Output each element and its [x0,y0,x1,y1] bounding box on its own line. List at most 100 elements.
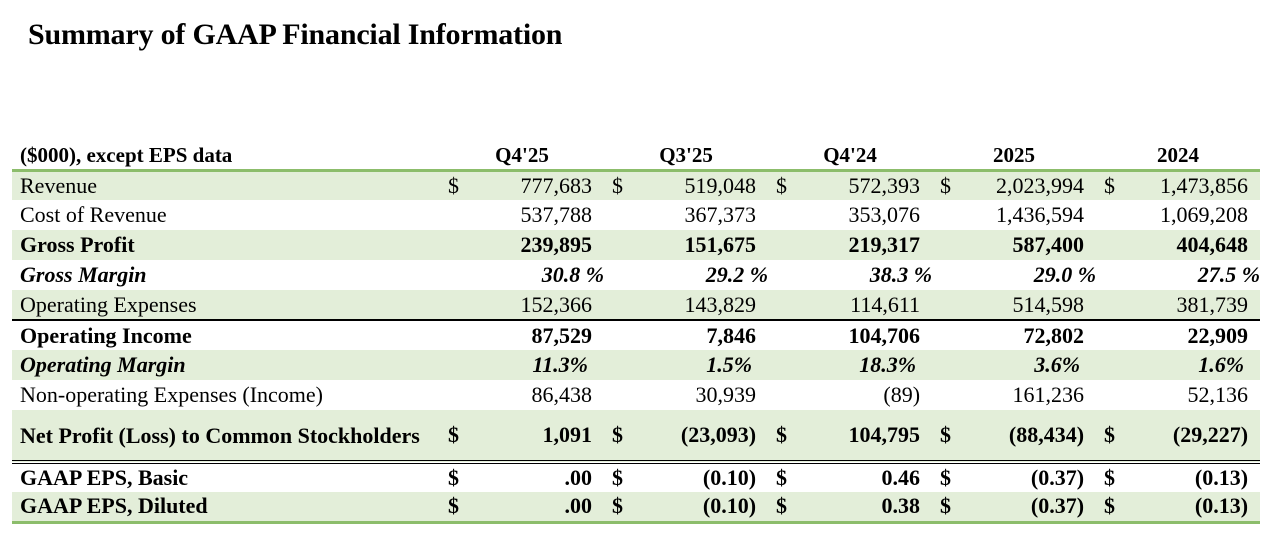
cell-value: 219,317 [804,230,933,260]
cell-value: 514,598 [968,290,1097,320]
cell-value: 104,706 [804,319,933,350]
currency-symbol: $ [440,410,476,462]
currency-symbol: $ [768,492,805,524]
table-row-gross-profit: Gross Profit 239,895 151,675 219,317 587… [12,230,1261,260]
table-row-net-profit: Net Profit (Loss) to Common Stockholders… [12,410,1261,462]
table-header-row: ($000), except EPS data Q4'25 Q3'25 Q4'2… [12,140,1260,170]
row-label: Gross Margin [20,262,147,287]
cell-value: 104,795 [804,410,933,462]
row-label: Operating Margin [12,350,440,380]
currency-symbol: $ [440,492,476,524]
row-label: Operating Income [12,319,440,350]
cell-value: .00 [476,492,605,524]
header-period: Q4'24 [823,142,877,167]
cell-value: 1,069,208 [1160,202,1249,227]
cell-value: (23,093) [640,410,769,462]
cell-value: 52,136 [1187,382,1249,407]
cell-value: 777,683 [476,168,605,200]
currency-symbol: $ [440,168,476,200]
cell-value: 30.8 % [541,262,605,287]
cell-value: (29,227) [1132,410,1261,462]
cell-value: (89) [883,382,921,407]
cell-value: 2,023,994 [968,168,1097,200]
cell-value: 87,529 [476,319,605,350]
cell-value: 38.3 % [869,262,933,287]
currency-symbol: $ [604,410,641,462]
row-label: Non-operating Expenses (Income) [20,382,324,407]
table-row-cost-of-revenue: Cost of Revenue 537,788 367,373 353,076 … [12,200,1260,230]
currency-symbol: $ [768,460,805,492]
currency-symbol: $ [768,168,805,200]
cell-value: (88,434) [968,410,1097,462]
currency-symbol: $ [604,168,641,200]
currency-symbol: $ [440,460,476,492]
cell-value: (0.10) [640,460,769,492]
table-row-gross-margin: Gross Margin 30.8 % 29.2 % 38.3 % 29.0 %… [12,260,1260,290]
cell-value: 22,909 [1132,319,1261,350]
cell-value: 72,802 [968,319,1097,350]
cell-value: 1,091 [476,410,605,462]
table-row-revenue: Revenue $ 777,683 $ 519,048 $ 572,393 $ … [12,168,1261,200]
cell-value: 0.46 [804,460,933,492]
cell-value: 151,675 [640,230,769,260]
cell-value: 3.6% [968,350,1097,380]
table-row-eps-basic: GAAP EPS, Basic $ .00 $ (0.10) $ 0.46 $ … [12,460,1261,492]
cell-value: 18.3% [804,350,933,380]
row-label: GAAP EPS, Diluted [12,492,440,524]
cell-value: 1.5% [640,350,769,380]
currency-symbol: $ [1096,460,1133,492]
cell-value: 404,648 [1132,230,1261,260]
cell-value: 572,393 [804,168,933,200]
cell-value: 1,473,856 [1132,168,1261,200]
row-label: Revenue [12,168,440,200]
row-label: Cost of Revenue [20,202,167,227]
cell-value: 114,611 [804,290,933,320]
row-label: Operating Expenses [12,290,440,320]
cell-value: 587,400 [968,230,1097,260]
cell-value: (0.13) [1132,460,1261,492]
cell-value: 537,788 [520,202,593,227]
cell-value: 30,939 [695,382,757,407]
cell-value: 86,438 [531,382,593,407]
cell-value: 0.38 [804,492,933,524]
table-row-operating-income: Operating Income 87,529 7,846 104,706 72… [12,319,1261,350]
cell-value: 29.0 % [1033,262,1097,287]
currency-symbol: $ [768,410,805,462]
cell-value: 161,236 [1012,382,1085,407]
cell-value: 1,436,594 [996,202,1085,227]
currency-symbol: $ [604,460,641,492]
cell-value: (0.37) [968,460,1097,492]
table-row-non-operating: Non-operating Expenses (Income) 86,438 3… [12,380,1260,410]
cell-value: 381,739 [1132,290,1261,320]
currency-symbol: $ [932,460,969,492]
cell-value: 7,846 [640,319,769,350]
header-period: 2024 [1157,142,1200,167]
cell-value: (0.13) [1132,492,1261,524]
currency-symbol: $ [932,168,969,200]
currency-symbol: $ [1096,410,1133,462]
row-label: GAAP EPS, Basic [12,460,440,492]
table-row-eps-diluted: GAAP EPS, Diluted $ .00 $ (0.10) $ 0.38 … [12,492,1261,524]
row-label: Gross Profit [12,230,440,260]
currency-symbol: $ [604,492,641,524]
cell-value: 29.2 % [705,262,769,287]
header-period: 2025 [993,142,1036,167]
currency-symbol: $ [932,492,969,524]
cell-value: 27.5 % [1197,262,1261,287]
gaap-summary-table: ($000), except EPS data Q4'25 Q3'25 Q4'2… [12,140,1261,524]
cell-value: 353,076 [848,202,921,227]
cell-value: 152,366 [476,290,605,320]
currency-symbol: $ [1096,168,1133,200]
header-label: ($000), except EPS data [20,142,233,167]
cell-value: (0.37) [968,492,1097,524]
cell-value: 143,829 [640,290,769,320]
currency-symbol: $ [932,410,969,462]
cell-value: 239,895 [476,230,605,260]
table-row-operating-expenses: Operating Expenses 152,366 143,829 114,6… [12,290,1261,320]
cell-value: (0.10) [640,492,769,524]
cell-value: 11.3% [476,350,605,380]
cell-value: 367,373 [684,202,757,227]
header-period: Q4'25 [495,142,549,167]
cell-value: 1.6% [1132,350,1261,380]
page-title: Summary of GAAP Financial Information [28,18,563,51]
